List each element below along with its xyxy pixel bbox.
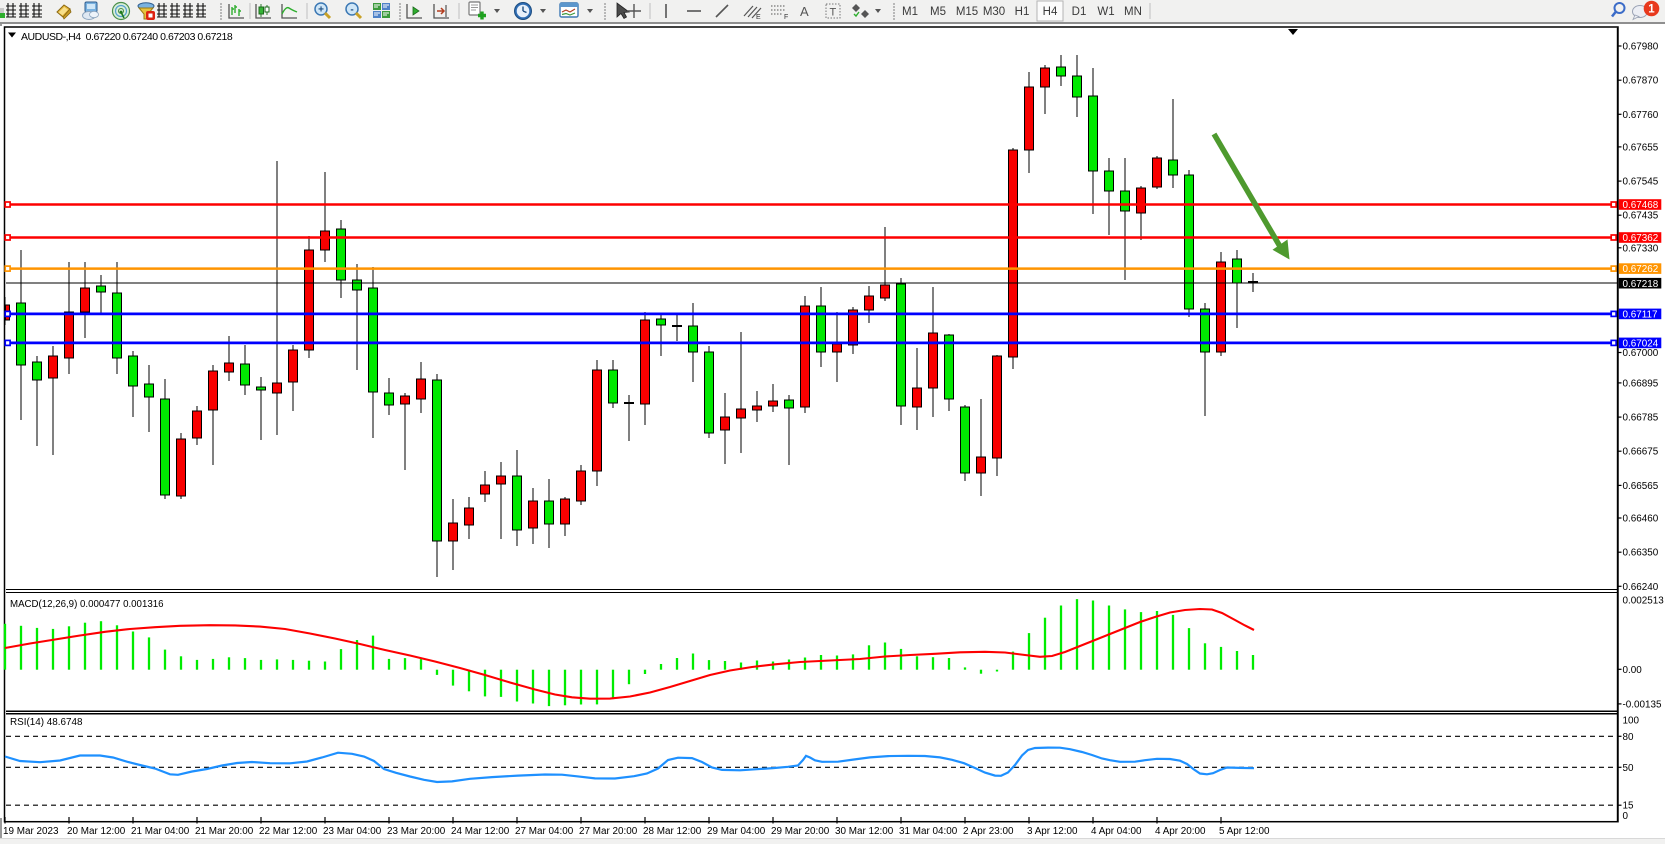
svg-text:0.67218: 0.67218 [1623, 279, 1659, 290]
svg-text:0.66785: 0.66785 [1623, 413, 1659, 424]
svg-text:50: 50 [1623, 763, 1634, 774]
svg-text:23 Mar 04:00: 23 Mar 04:00 [323, 826, 382, 837]
svg-text:100: 100 [1623, 715, 1640, 726]
svg-text:1: 1 [1648, 4, 1655, 16]
svg-text:0.002513: 0.002513 [1623, 596, 1665, 607]
svg-text:+: + [318, 5, 324, 16]
svg-text:20 Mar 12:00: 20 Mar 12:00 [67, 826, 126, 837]
svg-text:0.66460: 0.66460 [1623, 514, 1659, 525]
svg-text:AUDUSD-,H4 0.67220 0.67240 0.: AUDUSD-,H4 0.67220 0.67240 0.67203 0.672… [21, 31, 233, 43]
svg-text:28 Mar 12:00: 28 Mar 12:00 [643, 826, 702, 837]
svg-text:2 Apr 23:00: 2 Apr 23:00 [963, 826, 1014, 837]
svg-text:0.67760: 0.67760 [1623, 110, 1659, 121]
svg-text:W1: W1 [1097, 6, 1114, 18]
svg-text:0.66675: 0.66675 [1623, 447, 1659, 458]
svg-text:19 Mar 2023: 19 Mar 2023 [3, 826, 59, 837]
svg-text:4 Apr 20:00: 4 Apr 20:00 [1155, 826, 1206, 837]
svg-text:0.66895: 0.66895 [1623, 378, 1659, 389]
svg-text:-: - [350, 5, 353, 16]
svg-text:MACD(12,26,9) 0.000477 0.00131: MACD(12,26,9) 0.000477 0.001316 [10, 599, 164, 610]
svg-text:5 Apr 12:00: 5 Apr 12:00 [1219, 826, 1270, 837]
svg-text:0.67468: 0.67468 [1623, 200, 1659, 211]
svg-text:0.67980: 0.67980 [1623, 42, 1659, 53]
svg-text:T: T [830, 7, 837, 19]
svg-text:22 Mar 12:00: 22 Mar 12:00 [259, 826, 318, 837]
svg-text:E: E [756, 14, 761, 21]
svg-text:21 Mar 20:00: 21 Mar 20:00 [195, 826, 254, 837]
svg-text:30 Mar 12:00: 30 Mar 12:00 [835, 826, 894, 837]
svg-text:80: 80 [1623, 732, 1634, 743]
svg-text:MN: MN [1124, 6, 1142, 18]
svg-text:31 Mar 04:00: 31 Mar 04:00 [899, 826, 958, 837]
svg-text:0.67870: 0.67870 [1623, 76, 1659, 87]
svg-text:27 Mar 04:00: 27 Mar 04:00 [515, 826, 574, 837]
svg-text:29 Mar 04:00: 29 Mar 04:00 [707, 826, 766, 837]
svg-text:H4: H4 [1043, 6, 1058, 18]
svg-text:D1: D1 [1072, 6, 1087, 18]
svg-text:0.67435: 0.67435 [1623, 211, 1659, 222]
svg-text:24 Mar 12:00: 24 Mar 12:00 [451, 826, 510, 837]
svg-text:-0.00135: -0.00135 [1623, 699, 1662, 710]
svg-text:0.67000: 0.67000 [1623, 348, 1659, 359]
svg-text:M15: M15 [956, 6, 978, 18]
svg-text:F: F [784, 14, 788, 21]
svg-text:29 Mar 20:00: 29 Mar 20:00 [771, 826, 830, 837]
svg-text:0.67655: 0.67655 [1623, 142, 1659, 153]
svg-text:A: A [800, 4, 809, 19]
svg-text:M30: M30 [983, 6, 1005, 18]
svg-text:4 Apr 04:00: 4 Apr 04:00 [1091, 826, 1142, 837]
svg-text:21 Mar 04:00: 21 Mar 04:00 [131, 826, 190, 837]
svg-text:0.67362: 0.67362 [1623, 233, 1659, 244]
svg-text:0.00: 0.00 [1623, 665, 1643, 676]
svg-text:0.67024: 0.67024 [1623, 339, 1659, 350]
svg-text:15: 15 [1623, 801, 1634, 812]
svg-text:0.66350: 0.66350 [1623, 548, 1659, 559]
svg-text:3 Apr 12:00: 3 Apr 12:00 [1027, 826, 1078, 837]
svg-text:0.67330: 0.67330 [1623, 243, 1659, 254]
svg-text:0.66565: 0.66565 [1623, 481, 1659, 492]
svg-text:0: 0 [1623, 811, 1629, 822]
svg-text:0.66240: 0.66240 [1623, 582, 1659, 593]
svg-text:RSI(14) 48.6748: RSI(14) 48.6748 [10, 717, 83, 728]
svg-text:27 Mar 20:00: 27 Mar 20:00 [579, 826, 638, 837]
svg-text:0.67117: 0.67117 [1623, 310, 1658, 321]
svg-text:M1: M1 [902, 6, 918, 18]
svg-text:M5: M5 [930, 6, 946, 18]
svg-text:23 Mar 20:00: 23 Mar 20:00 [387, 826, 446, 837]
svg-text:0.67262: 0.67262 [1623, 264, 1659, 275]
svg-text:0.67545: 0.67545 [1623, 177, 1659, 188]
svg-text:H1: H1 [1015, 6, 1030, 18]
